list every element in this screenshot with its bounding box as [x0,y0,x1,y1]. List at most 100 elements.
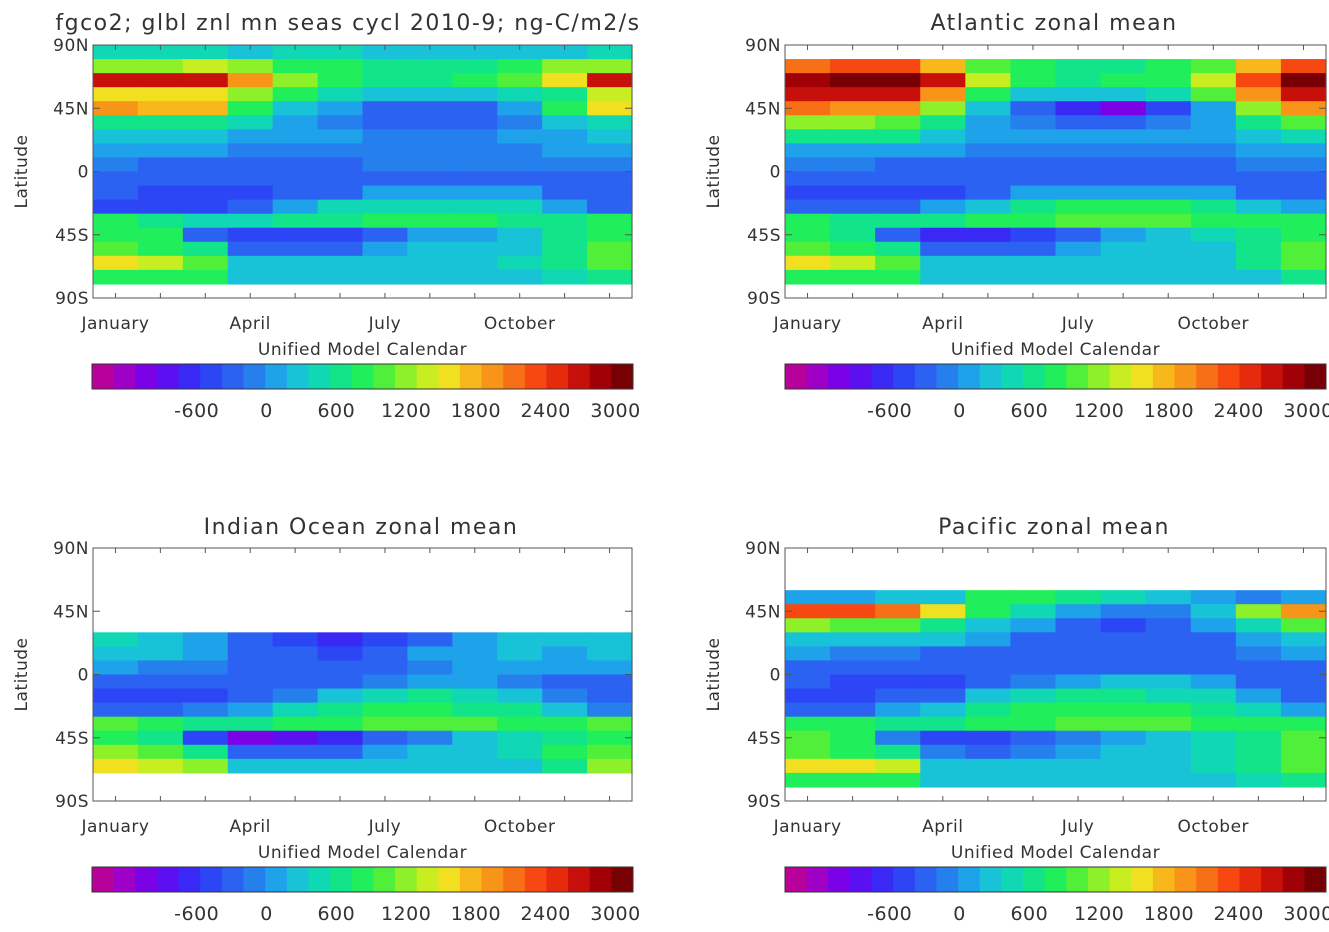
heatmap-cell [1056,87,1102,102]
heatmap-cell [542,675,588,690]
heatmap-cell [1010,242,1056,257]
heatmap-cell [363,101,409,116]
heatmap-cell [452,731,498,746]
heatmap-cell [1010,773,1056,788]
heatmap-cell [228,200,274,215]
heatmap-cell [497,172,543,187]
heatmap-cell [875,59,921,74]
colorbar-swatch [828,867,850,892]
heatmap-cell [1010,200,1056,215]
heatmap-cell [1146,759,1192,774]
heatmap-cell [875,200,921,215]
heatmap-cell [785,590,831,605]
heatmap-cell [273,157,319,172]
heatmap-cell [920,129,966,144]
heatmap-cell [1236,87,1282,102]
heatmap-cell [228,731,274,746]
heatmap-cell [542,703,588,718]
heatmap-cell [830,590,876,605]
heatmap-cell [1236,59,1282,74]
heatmap-cell [830,59,876,74]
heatmap-cell [363,214,409,229]
heatmap-cell [93,143,139,158]
heatmap-cell [407,759,453,774]
heatmap-cell [183,256,229,271]
heatmap-cell [138,675,184,690]
heatmap-cell [363,200,409,215]
heatmap-cell [273,660,319,675]
heatmap-cell [875,745,921,760]
colorbar-swatch [460,867,482,892]
heatmap-cell [1191,256,1237,271]
heatmap-cell [363,689,409,704]
heatmap-cell [1101,745,1147,760]
heatmap-cell [1236,646,1282,661]
heatmap-cell [587,200,633,215]
heatmap-cell [830,242,876,257]
heatmap-cell [1010,689,1056,704]
heatmap-cell [1010,256,1056,271]
heatmap-cell [965,214,1011,229]
heatmap-cell [1281,717,1327,732]
heatmap-cell [830,129,876,144]
heatmap-cell [183,270,229,285]
heatmap-cell [920,200,966,215]
y-tick-label: 90N [53,539,89,559]
y-tick-label: 45S [55,226,89,246]
heatmap-cell [93,59,139,74]
heatmap-cell [785,200,831,215]
heatmap-cell [497,646,543,661]
heatmap-cell [587,172,633,187]
heatmap-cell [830,101,876,116]
heatmap-cell [785,186,831,201]
heatmap-cell [1010,87,1056,102]
heatmap-cell [542,200,588,215]
heatmap-cell [452,157,498,172]
heatmap-cell [93,214,139,229]
colorbar-swatch [1088,867,1110,892]
heatmap-cell [228,717,274,732]
heatmap-cell [1281,773,1327,788]
heatmap-cell [273,689,319,704]
heatmap-cell [875,256,921,271]
heatmap-cell [138,745,184,760]
colorbar-tick-label: 3000 [1283,400,1329,422]
heatmap-cell [497,73,543,88]
colorbar-tick-label: 600 [1010,400,1048,422]
heatmap-cell [587,214,633,229]
colorbar-swatch [1110,364,1132,389]
heatmap-cell [920,773,966,788]
heatmap-cell [1281,242,1327,257]
heatmap-cell [1236,270,1282,285]
heatmap-cell [1281,590,1327,605]
heatmap-cell [875,73,921,88]
x-tick-label: April [230,817,271,837]
heatmap-cell [1056,618,1102,633]
heatmap-cell [587,129,633,144]
heatmap-cell [1010,675,1056,690]
heatmap-cell [318,101,364,116]
heatmap-cell [1281,675,1327,690]
heatmap-cell [138,115,184,130]
heatmap-cell [497,242,543,257]
y-tick-label: 0 [770,666,781,686]
heatmap-cell [497,129,543,144]
heatmap-cell [587,759,633,774]
heatmap-cell [1236,731,1282,746]
heatmap-cell [273,143,319,158]
colorbar-tick-label: 1800 [451,400,501,422]
colorbar-swatch [265,364,287,389]
heatmap-cell [1191,101,1237,116]
heatmap-cell [93,172,139,187]
heatmap-cell [318,270,364,285]
heatmap-cell [407,745,453,760]
heatmap-cell [228,646,274,661]
colorbar-swatch [330,364,352,389]
colorbar-swatch [222,867,244,892]
heatmap-cell [965,256,1011,271]
heatmap-cell [93,157,139,172]
heatmap-cell [830,186,876,201]
y-tick-label: 90S [747,289,781,309]
heatmap-cell [1010,143,1056,158]
y-tick-label: 90S [55,792,89,812]
